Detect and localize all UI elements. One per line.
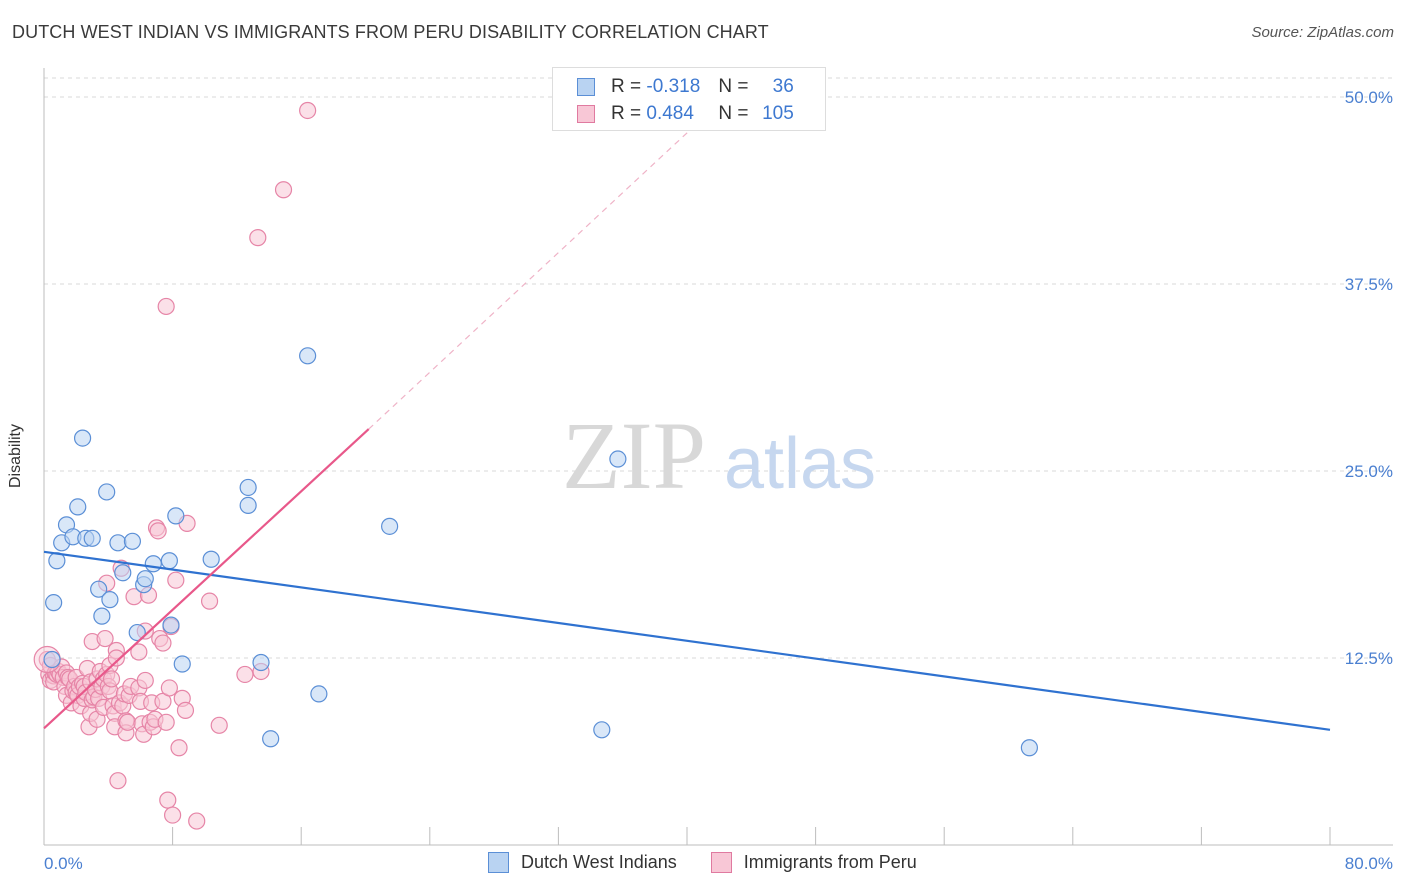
dutch-west-indians-point xyxy=(299,347,317,365)
peru-point xyxy=(154,634,172,652)
dutch-west-indians-point xyxy=(239,496,257,515)
dutch-west-indians-point xyxy=(83,529,101,547)
peru-point xyxy=(200,592,219,610)
blue-swatch-icon xyxy=(577,78,595,96)
dutch-west-indians-point xyxy=(609,450,627,468)
watermark: ZIP atlas xyxy=(562,402,876,509)
r-value-peru: 0.484 xyxy=(646,103,694,124)
trend-lines xyxy=(43,102,1331,731)
dutch-west-indians-point xyxy=(73,429,92,447)
y-tick-label: 12.5% xyxy=(1345,649,1393,668)
dutch-west-indians-point xyxy=(262,730,280,748)
series-dutch-west-indians-points xyxy=(43,347,1038,757)
peru-point xyxy=(130,643,148,661)
peru-point xyxy=(274,181,293,199)
peru-point xyxy=(299,101,317,120)
correlation-legend: R = -0.318 N = 36 R = 0.484 N = 105 xyxy=(552,67,826,131)
y-tick-label: 37.5% xyxy=(1345,275,1393,294)
dutch-west-indians-point xyxy=(593,721,611,739)
peru-point xyxy=(236,665,254,684)
gridlines xyxy=(44,77,1393,659)
x-tick-label: 0.0% xyxy=(44,854,83,873)
peru-point xyxy=(109,772,127,790)
dutch-west-indians-point xyxy=(173,655,191,673)
dutch-west-indians-point xyxy=(310,685,328,703)
peru-point xyxy=(164,806,182,824)
peru-point xyxy=(159,791,177,809)
peru-point xyxy=(160,679,178,697)
x-tick-labels: 0.0% 80.0% xyxy=(44,854,1393,873)
peru-point xyxy=(149,522,167,540)
r-label: R = xyxy=(611,103,642,124)
n-label: N = xyxy=(718,76,749,97)
trend-line-peru-extrapolated xyxy=(368,102,720,430)
dutch-west-indians-point xyxy=(114,564,132,582)
y-tick-label: 50.0% xyxy=(1345,88,1393,107)
dutch-west-indians-point xyxy=(144,555,162,573)
dutch-west-indians-point xyxy=(123,532,142,550)
chart-title: DUTCH WEST INDIAN VS IMMIGRANTS FROM PER… xyxy=(12,22,769,42)
dutch-west-indians-point xyxy=(162,616,180,634)
dutch-west-indians-point xyxy=(128,623,146,642)
series-peru-points xyxy=(33,101,317,830)
dutch-west-indians-point xyxy=(1020,739,1038,757)
dutch-west-indians-point xyxy=(90,580,108,598)
dutch-west-indians-point xyxy=(202,550,220,568)
r-value-dutch-west-indians: -0.318 xyxy=(646,76,701,97)
axes xyxy=(43,68,1393,846)
x-tick-label: 80.0% xyxy=(1345,854,1393,873)
y-tick-label: 25.0% xyxy=(1345,462,1393,481)
peru-point xyxy=(157,713,175,731)
dutch-west-indians-point xyxy=(69,498,87,516)
dutch-west-indians-point xyxy=(167,507,185,525)
watermark-zip: ZIP xyxy=(562,402,706,509)
trend-line-dutch-west-indians xyxy=(43,550,1331,731)
peru-point xyxy=(107,649,125,667)
peru-point xyxy=(118,713,137,731)
dutch-west-indians-point xyxy=(381,517,399,535)
dutch-west-indians-point xyxy=(136,570,154,588)
n-value-dutch-west-indians: 36 xyxy=(772,76,794,97)
r-label: R = xyxy=(611,76,642,97)
legend-item-dutch-west-indians[interactable]: Dutch West Indians xyxy=(488,852,677,873)
peru-point xyxy=(167,571,185,589)
y-tick-labels: 12.5% 25.0% 37.5% 50.0% xyxy=(1345,88,1393,668)
dutch-west-indians-point xyxy=(45,594,63,612)
legend-row-dutch-west-indians: R = -0.318 N = 36 xyxy=(577,76,794,98)
legend-row-peru: R = 0.484 N = 105 xyxy=(577,103,794,125)
dutch-west-indians-point xyxy=(43,650,61,669)
source-credit: Source: ZipAtlas.com xyxy=(1251,24,1394,41)
trend-line-peru xyxy=(43,428,370,730)
peru-point xyxy=(96,629,114,648)
peru-point xyxy=(188,812,206,830)
dutch-west-indians-point xyxy=(160,552,178,570)
watermark-atlas: atlas xyxy=(724,424,876,504)
peru-point xyxy=(102,670,121,688)
blue-swatch-icon xyxy=(488,852,509,873)
dutch-west-indians-point xyxy=(93,607,111,625)
legend-label-dutch-west-indians: Dutch West Indians xyxy=(521,852,677,872)
dutch-west-indians-point xyxy=(109,534,127,552)
n-label: N = xyxy=(718,103,749,124)
dutch-west-indians-point xyxy=(239,478,257,497)
series-legend: Dutch West Indians Immigrants from Peru xyxy=(488,852,951,873)
legend-item-peru[interactable]: Immigrants from Peru xyxy=(710,852,917,873)
peru-point xyxy=(157,297,175,316)
peru-point xyxy=(249,229,267,247)
pink-swatch-icon xyxy=(710,852,732,873)
legend-label-peru: Immigrants from Peru xyxy=(743,852,917,872)
dutch-west-indians-point xyxy=(101,591,119,609)
pink-swatch-icon xyxy=(577,105,595,123)
n-value-peru: 105 xyxy=(762,103,794,124)
dutch-west-indians-point xyxy=(252,653,270,672)
peru-point xyxy=(210,716,228,734)
peru-point xyxy=(170,739,188,757)
peru-point xyxy=(176,701,195,719)
peru-point xyxy=(136,671,154,690)
dutch-west-indians-point xyxy=(98,483,116,501)
